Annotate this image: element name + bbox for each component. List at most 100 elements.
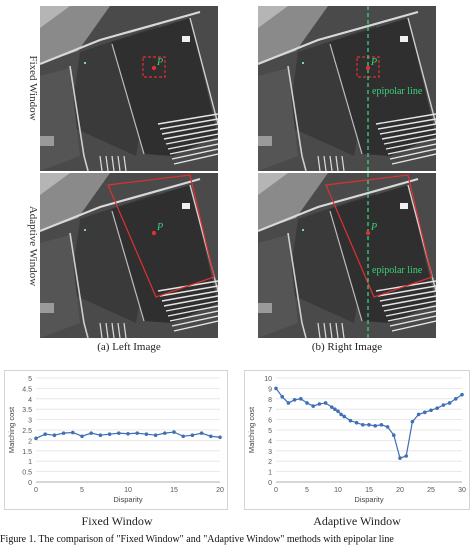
- data-point: [199, 431, 204, 435]
- x-tick-label: 0: [34, 487, 38, 494]
- greenhouse-row: [335, 322, 339, 338]
- greenhouse-row: [169, 143, 218, 155]
- matching-window: [325, 174, 433, 298]
- greenhouse-row: [165, 133, 218, 145]
- figure-caption: Figure 1. The comparison of "Fixed Windo…: [0, 534, 394, 545]
- x-tick-label: 10: [124, 487, 132, 494]
- greenhouse-row: [383, 133, 436, 145]
- road: [189, 17, 218, 125]
- building: [182, 36, 190, 42]
- row-label-fixed-window: Fixed Window: [27, 55, 39, 121]
- data-point: [460, 392, 464, 397]
- x-tick-label: 5: [80, 487, 84, 494]
- greenhouse-row: [379, 290, 436, 302]
- data-point: [354, 420, 359, 425]
- data-point: [317, 402, 322, 406]
- data-point: [311, 404, 315, 408]
- data-point: [292, 398, 297, 402]
- data-point: [98, 433, 103, 437]
- y-tick-label: 4: [268, 438, 272, 445]
- greenhouse-row: [387, 310, 436, 322]
- greenhouse-row: [381, 128, 436, 140]
- greenhouse-row: [391, 153, 436, 165]
- greenhouse-row: [381, 295, 436, 307]
- field-main: [112, 18, 218, 156]
- y-tick-label: 5: [268, 428, 272, 435]
- data-point: [89, 431, 93, 435]
- point-label: P: [370, 222, 377, 233]
- greenhouse-row: [159, 285, 218, 297]
- greenhouse-row: [105, 322, 109, 338]
- greenhouse-row: [173, 153, 218, 165]
- y-tick-label: 3.5: [22, 407, 32, 414]
- point-marker: [365, 65, 371, 71]
- data-point: [336, 409, 340, 414]
- x-axis-label: Disparity: [113, 495, 142, 504]
- field-marker: [84, 229, 86, 231]
- field-bright: [258, 173, 328, 231]
- data-point: [342, 414, 346, 419]
- data-point: [52, 433, 57, 437]
- building: [258, 303, 272, 313]
- greenhouse-row: [329, 322, 333, 338]
- data-point: [348, 418, 353, 423]
- data-point: [373, 424, 377, 428]
- data-point: [144, 432, 149, 436]
- data-point: [71, 430, 75, 435]
- greenhouse-row: [173, 320, 218, 332]
- y-axis-label: Matching cost: [7, 406, 16, 453]
- building: [40, 303, 54, 313]
- point-marker: [151, 65, 157, 71]
- data-point: [107, 432, 112, 436]
- y-tick-label: 4: [28, 397, 32, 404]
- aerial-image: P: [40, 6, 218, 171]
- data-point: [392, 433, 396, 437]
- y-tick-label: 2: [28, 438, 32, 445]
- x-tick-label: 15: [365, 487, 373, 494]
- x-tick-label: 20: [396, 487, 404, 494]
- greenhouse-row: [111, 155, 115, 171]
- aerial-image: P: [40, 173, 218, 338]
- left-image-adaptive-window: P: [40, 173, 218, 338]
- greenhouse-row: [341, 155, 345, 171]
- data-point: [398, 456, 402, 460]
- row-label-adaptive-window: Adaptive Window: [27, 205, 39, 287]
- field-main: [112, 185, 218, 323]
- greenhouse-row: [111, 322, 115, 338]
- field-marker: [302, 62, 304, 64]
- matching-window: [142, 56, 166, 78]
- data-point: [429, 408, 433, 413]
- x-tick-label: 15: [170, 487, 178, 494]
- data-point: [34, 436, 38, 441]
- road: [258, 177, 419, 233]
- greenhouse-row: [317, 322, 321, 338]
- data-point: [339, 412, 343, 417]
- road: [111, 43, 145, 155]
- x-tick-label: 25: [427, 487, 435, 494]
- data-point: [441, 403, 446, 407]
- point-marker: [365, 230, 371, 236]
- right-image-caption: (b) Right Image: [311, 341, 383, 353]
- x-tick-label: 0: [274, 487, 278, 494]
- data-point: [218, 435, 222, 440]
- data-point: [447, 401, 452, 405]
- y-tick-label: 7: [268, 407, 272, 414]
- epipolar-label: epipolar line: [372, 265, 423, 276]
- field-main: [330, 185, 436, 323]
- greenhouse-row: [317, 155, 321, 171]
- y-tick-label: 0.5: [22, 470, 32, 477]
- point-label: P: [156, 222, 163, 233]
- data-point: [423, 410, 427, 415]
- data-point: [299, 397, 303, 401]
- greenhouse-row: [123, 322, 127, 338]
- right-image-fixed-window: epipolar line P: [258, 6, 436, 171]
- field-marker: [84, 62, 86, 64]
- data-point: [404, 454, 408, 458]
- fixed-window-chart: 0 0.5 1 1.5 2 2.5 3 3.5 4 4.5 5 0 5 10 15 20 Disparity Ma…: [4, 370, 228, 510]
- greenhouse-row: [169, 310, 218, 322]
- data-point: [153, 433, 158, 437]
- greenhouse-row: [171, 148, 218, 160]
- data-point: [385, 425, 390, 429]
- greenhouse-row: [335, 155, 339, 171]
- y-tick-label: 0: [28, 480, 32, 487]
